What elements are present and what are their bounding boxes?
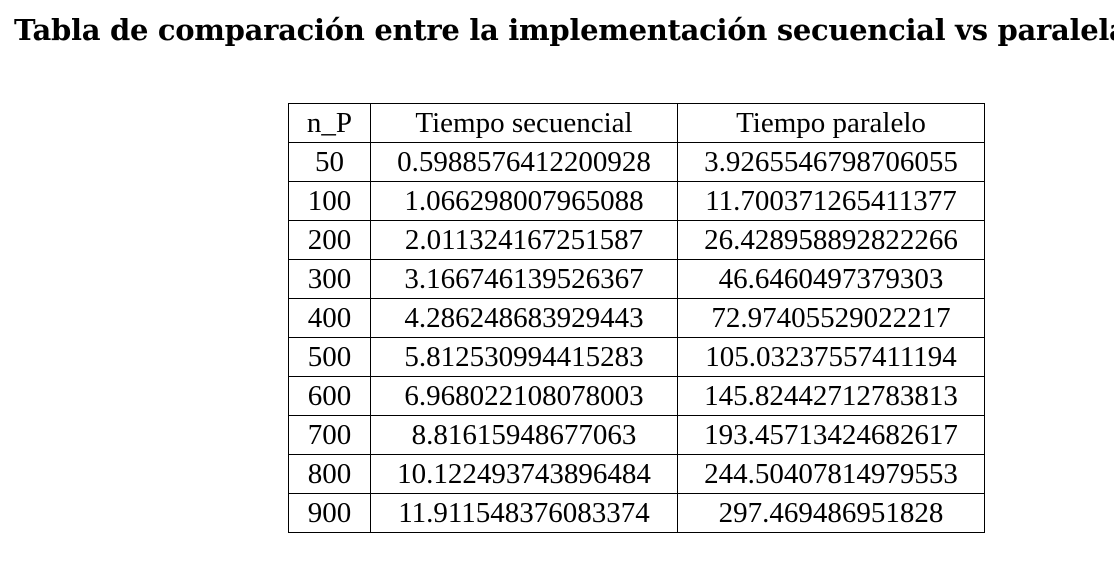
cell-sequential-time: 10.122493743896484 (370, 454, 678, 494)
cell-sequential-time: 0.5988576412200928 (370, 142, 678, 182)
cell-np: 700 (288, 415, 371, 455)
column-header-parallel-time: Tiempo paralelo (677, 103, 985, 143)
table-row: 200 2.011324167251587 26.428958892822266 (288, 220, 985, 260)
cell-np: 300 (288, 259, 371, 299)
cell-parallel-time: 145.82442712783813 (677, 376, 985, 416)
cell-sequential-time: 4.286248683929443 (370, 298, 678, 338)
cell-sequential-time: 5.812530994415283 (370, 337, 678, 377)
table-row: 100 1.066298007965088 11.700371265411377 (288, 181, 985, 221)
table-row: 300 3.166746139526367 46.6460497379303 (288, 259, 985, 299)
page-title: Tabla de comparación entre la implementa… (14, 13, 1114, 47)
cell-parallel-time: 26.428958892822266 (677, 220, 985, 260)
cell-parallel-time: 193.45713424682617 (677, 415, 985, 455)
cell-parallel-time: 72.97405529022217 (677, 298, 985, 338)
cell-np: 200 (288, 220, 371, 260)
cell-parallel-time: 105.03237557411194 (677, 337, 985, 377)
comparison-table: n_P Tiempo secuencial Tiempo paralelo 50… (288, 103, 985, 533)
cell-np: 600 (288, 376, 371, 416)
table-row: 400 4.286248683929443 72.97405529022217 (288, 298, 985, 338)
table-row: 700 8.81615948677063 193.45713424682617 (288, 415, 985, 455)
cell-np: 900 (288, 493, 371, 533)
column-header-np: n_P (288, 103, 371, 143)
cell-np: 400 (288, 298, 371, 338)
cell-parallel-time: 3.9265546798706055 (677, 142, 985, 182)
table-row: 800 10.122493743896484 244.5040781497955… (288, 454, 985, 494)
cell-np: 500 (288, 337, 371, 377)
cell-parallel-time: 46.6460497379303 (677, 259, 985, 299)
cell-sequential-time: 1.066298007965088 (370, 181, 678, 221)
column-header-sequential-time: Tiempo secuencial (370, 103, 678, 143)
cell-np: 800 (288, 454, 371, 494)
cell-parallel-time: 297.469486951828 (677, 493, 985, 533)
cell-parallel-time: 244.50407814979553 (677, 454, 985, 494)
cell-sequential-time: 2.011324167251587 (370, 220, 678, 260)
table-row: 900 11.911548376083374 297.469486951828 (288, 493, 985, 533)
cell-parallel-time: 11.700371265411377 (677, 181, 985, 221)
cell-sequential-time: 6.968022108078003 (370, 376, 678, 416)
cell-np: 100 (288, 181, 371, 221)
table-row: 500 5.812530994415283 105.03237557411194 (288, 337, 985, 377)
table-header-row: n_P Tiempo secuencial Tiempo paralelo (288, 103, 985, 143)
cell-sequential-time: 3.166746139526367 (370, 259, 678, 299)
cell-np: 50 (288, 142, 371, 182)
table-row: 600 6.968022108078003 145.82442712783813 (288, 376, 985, 416)
table-row: 50 0.5988576412200928 3.9265546798706055 (288, 142, 985, 182)
cell-sequential-time: 11.911548376083374 (370, 493, 678, 533)
cell-sequential-time: 8.81615948677063 (370, 415, 678, 455)
